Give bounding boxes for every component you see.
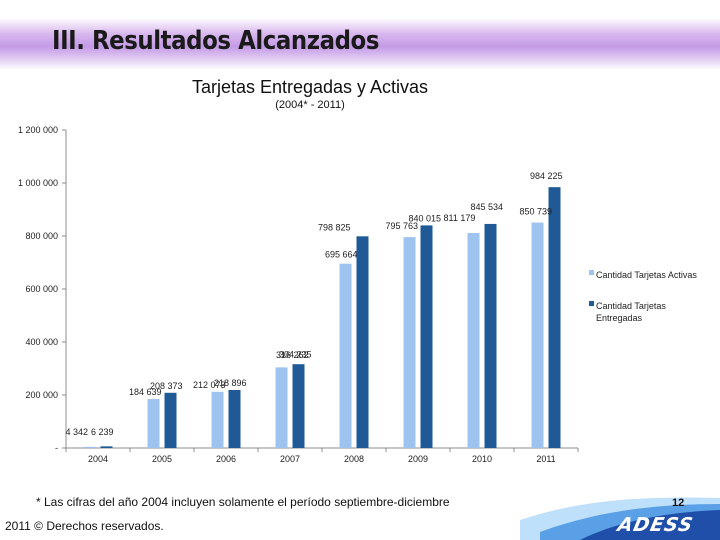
legend-swatch-activas (589, 270, 594, 275)
title-banner (0, 18, 720, 70)
data-label-activas: 695 664 (325, 250, 358, 260)
x-tick-label: 2011 (536, 454, 555, 464)
x-tick-label: 2009 (408, 454, 428, 464)
bar-entregadas (292, 364, 305, 448)
bar-entregadas (164, 392, 177, 448)
copyright: 2011 © Derechos reservados. (5, 519, 164, 533)
bar-entregadas (228, 389, 241, 448)
bar-entregadas (548, 187, 561, 449)
data-label-entregadas: 840 015 (409, 213, 442, 223)
legend-label-entregadas-line1: Cantidad Tarjetas (596, 301, 666, 311)
chart-title: Tarjetas Entregadas y Activas (191, 77, 429, 97)
legend-label-activas: Cantidad Tarjetas Activas (596, 270, 697, 280)
data-label-entregadas: 316 262 (276, 350, 309, 360)
bar-activas (147, 399, 160, 448)
data-label-activas: 795 763 (386, 221, 419, 231)
bar-activas (531, 222, 544, 448)
bar-entregadas (100, 446, 113, 448)
data-label-activas: 184 639 (129, 387, 162, 397)
y-tick-label: 800 000 (25, 231, 58, 241)
bar-activas (211, 391, 224, 448)
x-tick-label: 2004 (88, 454, 108, 464)
bar-activas (275, 367, 288, 448)
x-tick-label: 2005 (152, 454, 172, 464)
y-tick-label: - (55, 443, 58, 453)
chart-subtitle: (2004* - 2011) (275, 99, 345, 111)
bar-entregadas (420, 225, 433, 448)
x-tick-label: 2007 (280, 454, 300, 464)
y-tick-label: 600 000 (25, 284, 58, 294)
y-tick-label: 1 200 000 (18, 125, 58, 135)
x-tick-label: 2006 (216, 454, 236, 464)
legend-swatch-entregadas (589, 301, 594, 306)
data-label-activas: 4 342 (65, 427, 88, 437)
page-number: 12 (672, 497, 685, 509)
footer-band (520, 490, 720, 540)
bar-entregadas (356, 236, 369, 448)
y-tick-label: 400 000 (25, 337, 58, 347)
data-label-entregadas: 984 225 (530, 171, 563, 181)
x-tick-label: 2008 (344, 454, 364, 464)
slide-title: III. Resultados Alcanzados (52, 26, 380, 56)
adess-logo: ADESS (615, 514, 696, 536)
data-label-activas: 850 739 (520, 207, 553, 217)
legend-label-entregadas-line2: Entregadas (596, 313, 643, 323)
bar-entregadas (484, 223, 497, 448)
data-label-entregadas: 208 373 (150, 381, 183, 391)
x-tick-label: 2010 (472, 454, 492, 464)
bar-activas (467, 233, 480, 448)
data-label-entregadas: 218 896 (214, 378, 247, 388)
bar-activas (403, 237, 416, 448)
data-label-activas: 304 235 (279, 349, 312, 359)
bar-activas (83, 446, 96, 448)
data-label-entregadas: 6 239 (91, 427, 114, 437)
data-label-entregadas: 845 534 (471, 202, 504, 212)
bar-chart: - 200 000 400 000 600 000 800 000 1 000 000 1 … (18, 125, 697, 464)
data-label-entregadas: 798 825 (318, 222, 351, 232)
data-label-activas: 811 179 (444, 213, 476, 223)
data-label-activas: 212 073 (193, 380, 226, 390)
bar-activas (339, 263, 352, 448)
y-tick-label: 1 000 000 (18, 178, 58, 188)
footnote: * Las cifras del año 2004 incluyen solam… (36, 495, 450, 509)
y-tick-label: 200 000 (25, 390, 58, 400)
